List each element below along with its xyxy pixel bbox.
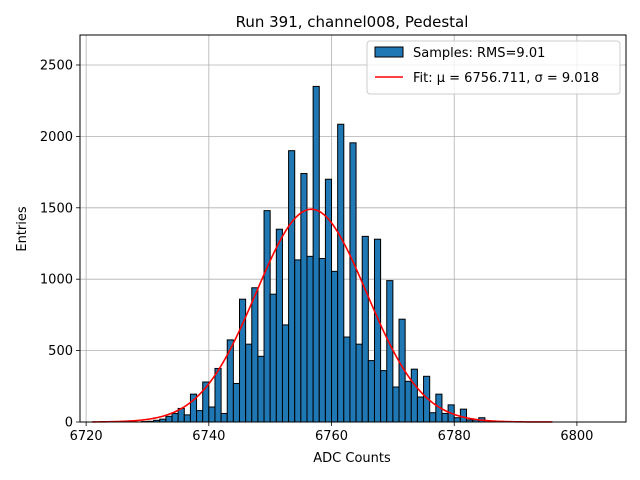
histogram-bar — [331, 270, 339, 423]
histogram-bar — [165, 415, 173, 423]
histogram-bar — [294, 259, 302, 423]
histogram-bar — [410, 368, 418, 423]
histogram-bar — [306, 255, 314, 423]
histogram-bar — [263, 210, 271, 423]
y-tick-label: 0 — [65, 416, 73, 431]
histogram-bar — [196, 410, 204, 423]
histogram-bar — [441, 412, 449, 423]
histogram-bar — [220, 412, 228, 423]
legend: Samples: RMS=9.01 Fit: μ = 6756.711, σ =… — [366, 40, 621, 95]
histogram-bar — [312, 85, 320, 423]
legend-fit-label: Fit: μ = 6756.711, σ = 9.018 — [413, 71, 599, 86]
histogram-bar — [380, 370, 388, 423]
histogram-bar — [349, 142, 357, 423]
histogram-bar — [392, 386, 400, 423]
histogram-bars — [140, 85, 486, 423]
x-tick-label: 6720 — [70, 429, 103, 444]
y-axis-label: Entries — [15, 206, 30, 252]
histogram-bar — [429, 412, 437, 423]
x-tick-label: 6800 — [560, 429, 593, 444]
legend-histogram-swatch — [374, 46, 404, 58]
histogram-bar — [459, 408, 467, 423]
x-tick-label: 6740 — [192, 429, 225, 444]
histogram-bar — [183, 414, 191, 423]
chart-title: Run 391, channel008, Pedestal — [236, 13, 469, 31]
plot-area: 6720 6740 6760 6780 6800 0 500 1000 1500 2000 250… — [40, 34, 627, 444]
histogram-bar — [171, 412, 179, 423]
histogram-bar — [361, 235, 369, 423]
x-axis-ticks: 6720 6740 6760 6780 6800 — [70, 422, 593, 444]
histogram-bar — [232, 382, 241, 423]
y-tick-label: 1000 — [40, 273, 73, 288]
histogram-bar — [288, 150, 296, 423]
histogram-bar — [367, 360, 375, 423]
histogram-bar — [257, 355, 265, 423]
histogram-bar — [337, 123, 345, 423]
y-tick-label: 2000 — [40, 130, 73, 145]
x-tick-label: 6760 — [315, 429, 348, 444]
histogram-bar — [269, 293, 277, 423]
histogram-bar — [208, 406, 216, 423]
histogram-bar — [343, 336, 351, 423]
histogram-bar — [355, 343, 363, 423]
histogram-bar — [251, 287, 259, 423]
histogram-bar — [324, 178, 333, 423]
x-tick-label: 6780 — [438, 429, 471, 444]
histogram-bar — [416, 396, 425, 423]
y-tick-label: 500 — [48, 344, 73, 359]
histogram-bar — [404, 380, 412, 423]
plot-frame — [79, 34, 627, 423]
histogram-bar — [275, 228, 283, 423]
histogram-bar — [373, 238, 382, 423]
histogram-bar — [245, 343, 253, 423]
x-axis-label: ADC Counts — [313, 451, 391, 466]
y-axis-ticks: 0 500 1000 1500 2000 2500 — [40, 58, 80, 431]
y-tick-label: 2500 — [40, 58, 73, 73]
y-tick-label: 1500 — [40, 201, 73, 216]
histogram-bar — [386, 280, 394, 423]
histogram-bar — [281, 324, 290, 423]
fit-curve — [92, 208, 553, 423]
histogram-bar — [214, 367, 222, 423]
legend-box — [366, 40, 621, 95]
histogram-bar — [318, 257, 326, 423]
legend-histogram-label: Samples: RMS=9.01 — [413, 46, 545, 61]
histogram-bar — [453, 417, 461, 423]
